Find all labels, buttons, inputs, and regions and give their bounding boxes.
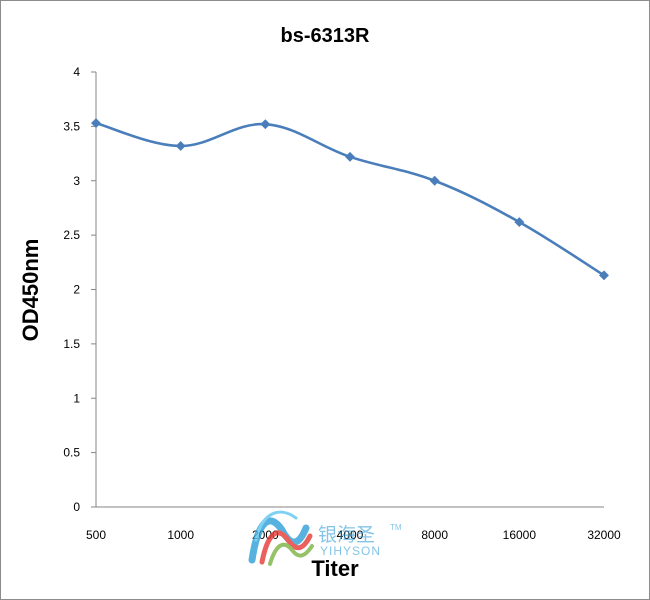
x-tick-label: 32000 xyxy=(587,528,621,542)
watermark-logo: 银海圣 TM YIHYSON xyxy=(248,510,402,566)
y-axis-label: OD450nm xyxy=(18,239,43,342)
watermark-en-text: YIHYSON xyxy=(320,544,381,558)
x-tick-label: 16000 xyxy=(503,528,537,542)
y-tick-label: 1 xyxy=(73,391,80,405)
watermark-wave-icon xyxy=(248,510,314,566)
data-point-marker xyxy=(345,151,355,162)
series-line xyxy=(95,121,605,277)
x-tick-label: 1000 xyxy=(167,528,194,542)
y-tick-label: 2 xyxy=(73,283,80,297)
x-tick-label: 8000 xyxy=(421,528,448,542)
data-point-marker xyxy=(91,118,101,129)
data-point-marker xyxy=(175,141,186,151)
chart-title: bs-6313R xyxy=(281,25,370,47)
watermark-tm: TM xyxy=(390,523,402,532)
y-tick-label: 4 xyxy=(73,65,80,79)
y-axis-ticks: 0 0.5 1 1.5 2 2.5 3 3.5 4 xyxy=(63,65,96,514)
watermark-cn-text: 银海圣 xyxy=(318,524,375,546)
y-tick-label: 1.5 xyxy=(63,337,80,351)
data-point-marker xyxy=(429,175,440,186)
x-tick-label: 500 xyxy=(86,528,106,542)
x-tick-label: 4000 xyxy=(337,528,364,542)
data-point-marker xyxy=(599,270,609,281)
y-tick-label: 0.5 xyxy=(63,446,80,460)
y-tick-label: 3.5 xyxy=(63,119,80,133)
series-layer xyxy=(91,118,609,281)
y-tick-label: 2.5 xyxy=(63,228,80,242)
data-point-marker xyxy=(514,217,525,228)
y-tick-label: 0 xyxy=(73,500,80,514)
y-tick-label: 3 xyxy=(73,174,80,188)
x-axis-label: Titer xyxy=(311,556,359,581)
data-point-marker xyxy=(260,119,271,130)
